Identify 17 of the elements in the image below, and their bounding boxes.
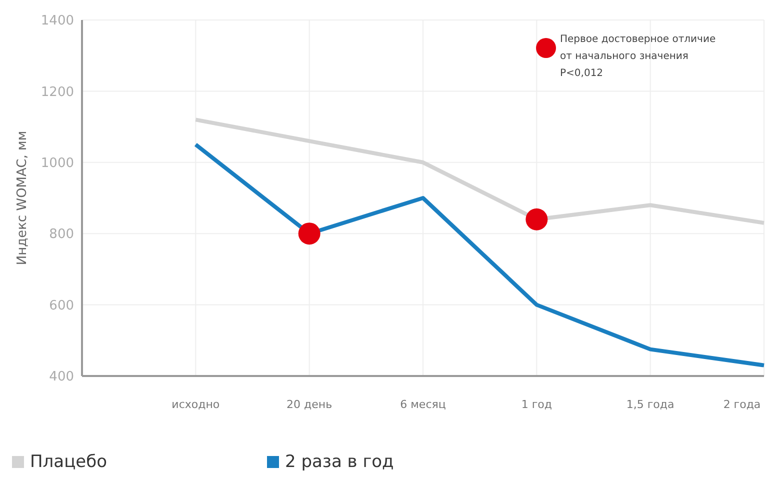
y-axis-title: Индекс WOMAC, мм bbox=[15, 130, 30, 266]
x-tick-label: 2 года bbox=[723, 398, 761, 411]
legend-label: Плацебо bbox=[30, 452, 107, 472]
x-tick-label: 1,5 года bbox=[626, 398, 674, 411]
x-tick-label: 1 год bbox=[521, 398, 552, 411]
line-series bbox=[194, 142, 766, 368]
annotation: Первое достоверное отличие от начального значения P<0,012 bbox=[560, 34, 716, 79]
y-tick-label: 1400 bbox=[40, 14, 74, 29]
y-tick-label: 1200 bbox=[40, 84, 74, 100]
y-tick-label: 600 bbox=[49, 298, 74, 314]
legend-label: 2 раза в год bbox=[285, 452, 394, 472]
x-tick-label: 6 месяц bbox=[400, 398, 446, 411]
y-tick-label: 400 bbox=[49, 370, 74, 385]
x-tick-label: 20 день bbox=[286, 398, 332, 411]
y-tick-label: 1000 bbox=[40, 156, 74, 171]
y-tick-label: 800 bbox=[49, 227, 74, 242]
x-tick-label: исходно bbox=[172, 398, 220, 411]
